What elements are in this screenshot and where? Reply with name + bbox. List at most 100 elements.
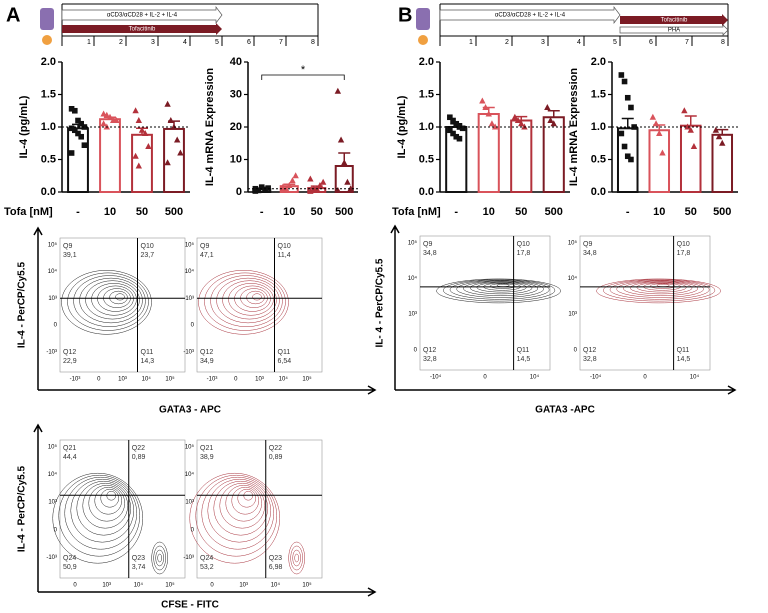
quadrant-name: Q9 (423, 241, 432, 248)
point (453, 120, 460, 127)
contour (61, 270, 152, 335)
contour (64, 476, 137, 550)
contour (246, 290, 265, 305)
point (491, 123, 499, 130)
contour (225, 484, 262, 522)
contour (213, 480, 268, 536)
error-bar (684, 115, 697, 126)
point (286, 182, 293, 188)
point (103, 111, 110, 118)
point (550, 120, 557, 127)
contour (115, 293, 125, 301)
point (453, 133, 460, 140)
x-tick-label: 10⁴ (134, 582, 144, 589)
timeline-day: 3 (541, 39, 545, 46)
quadrant-value: 0,89 (132, 454, 146, 461)
quadrant-name: Q22 (269, 445, 282, 452)
point (68, 125, 75, 132)
point (715, 133, 723, 140)
y-tick-label: -10³ (183, 349, 194, 355)
x-tick-label: 500 (335, 206, 353, 218)
quadrant-name: Q23 (269, 555, 282, 562)
x-axis-label: GATA3 -APC (535, 405, 595, 416)
y-tick-label: 0.5 (591, 153, 606, 165)
contour (449, 279, 550, 300)
y-tick-label: 2.0 (419, 56, 434, 68)
x-tick-label: 10 (483, 206, 495, 218)
contour (189, 472, 280, 564)
x-tick-label: 0 (73, 583, 77, 589)
point (113, 117, 120, 123)
x-axis-label: CFSE - FITC (161, 600, 219, 611)
bar (67, 127, 89, 194)
point (177, 149, 184, 156)
contour (201, 476, 274, 550)
bar (616, 127, 639, 194)
y-tick-label: 0.5 (41, 153, 56, 165)
quadrant-value: 3,74 (132, 564, 146, 571)
significance-label: * (301, 64, 306, 76)
timeline-day: 6 (649, 39, 653, 46)
quadrant-value: 14,5 (677, 356, 691, 363)
contour (219, 482, 265, 529)
point (719, 139, 726, 146)
x-tick-label: 10⁴ (690, 374, 700, 381)
point (544, 104, 551, 110)
y-tick-label: 10³ (48, 296, 57, 302)
y-tick-label: 10⁵ (185, 241, 195, 248)
point (631, 124, 637, 130)
contour (603, 279, 716, 302)
point (135, 162, 142, 169)
quadrant-value: 17,8 (677, 250, 691, 257)
point (652, 120, 660, 127)
contour (616, 280, 704, 298)
contour (443, 279, 556, 302)
point (174, 136, 181, 143)
plot-frame (59, 439, 186, 579)
timeline-day: 8 (721, 39, 725, 46)
y-tick-label: 30 (230, 88, 242, 100)
contour (436, 278, 561, 304)
x-tick-label: -10³ (70, 377, 81, 383)
contour (489, 283, 516, 289)
contour (216, 277, 280, 324)
quadrant-value: 22,9 (63, 358, 77, 365)
quadrant-name: Q10 (141, 243, 154, 250)
plot-frame (196, 237, 323, 373)
point (656, 130, 663, 136)
y-tick-label: 1.5 (41, 88, 56, 100)
quadrant-name: Q21 (63, 445, 76, 452)
plot-frame (196, 439, 323, 579)
contour (67, 272, 149, 331)
x-tick-label: -10⁴ (590, 374, 602, 381)
y-tick-label: 1.5 (419, 88, 434, 100)
y-axis-label: IL-4 - PerCP/Cy5.5 (17, 261, 28, 348)
x-tick-label: 10⁵ (165, 376, 175, 383)
point (81, 142, 88, 148)
x-tick-label: 0 (234, 377, 238, 383)
y-tick-label: 40 (230, 56, 242, 68)
cell-icon (40, 8, 430, 45)
y-tick-label: 2.0 (41, 56, 56, 68)
point (78, 120, 84, 127)
x-tick-label: 500 (545, 206, 563, 218)
quadrant-name: Q9 (63, 243, 72, 250)
quadrant-name: Q9 (200, 243, 209, 250)
point (450, 117, 456, 124)
point (164, 159, 171, 166)
x-tick-label: 10⁴ (530, 374, 540, 381)
point (690, 143, 698, 149)
point (279, 186, 287, 193)
x-tick-label: 10⁴ (271, 582, 281, 589)
point (712, 126, 720, 133)
point (649, 113, 657, 120)
point (518, 120, 525, 127)
x-tick-label: 500 (165, 206, 183, 218)
point (618, 130, 625, 137)
x-tick-label: 10 (653, 206, 665, 218)
point (485, 110, 492, 117)
point (681, 107, 688, 114)
x-tick-label: 10 (283, 206, 295, 218)
contour (100, 488, 119, 508)
x-tick-label: - (260, 206, 264, 218)
